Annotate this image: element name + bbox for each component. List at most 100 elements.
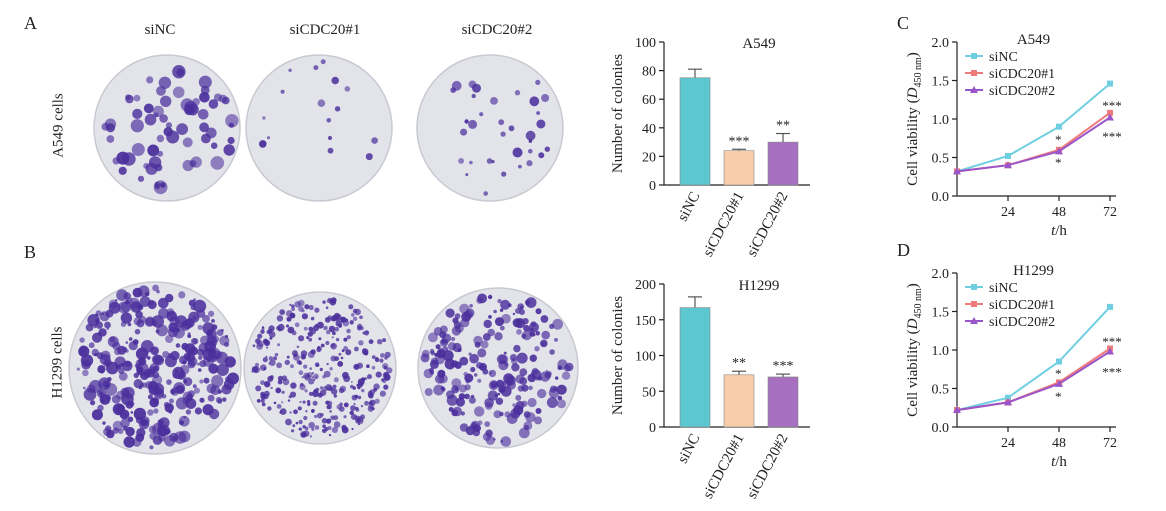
colony xyxy=(374,398,380,404)
colony xyxy=(536,111,540,115)
colony xyxy=(526,160,533,167)
colony xyxy=(535,308,542,315)
colony xyxy=(364,400,369,406)
colony xyxy=(101,312,105,316)
colony xyxy=(276,315,284,322)
colony xyxy=(433,384,445,396)
colony xyxy=(454,313,461,319)
colony xyxy=(116,289,128,301)
colony xyxy=(301,376,304,379)
colony xyxy=(371,365,376,370)
colony xyxy=(325,340,330,346)
colony xyxy=(157,434,166,442)
colony xyxy=(292,350,298,357)
colony xyxy=(171,328,174,332)
dish-h1299-sicdc20-1 xyxy=(243,291,397,445)
colony xyxy=(143,103,154,114)
colony xyxy=(185,409,192,415)
colony xyxy=(322,424,326,429)
colony xyxy=(531,367,539,375)
colony xyxy=(291,307,295,311)
colony xyxy=(157,425,168,437)
data-point xyxy=(1056,358,1062,365)
colony xyxy=(176,123,189,135)
colony xyxy=(269,375,274,380)
colony xyxy=(331,426,338,433)
colony xyxy=(452,406,463,417)
colony xyxy=(216,329,224,336)
colony xyxy=(172,366,185,380)
colony xyxy=(511,363,520,372)
colony xyxy=(303,364,308,369)
colony xyxy=(331,76,340,85)
colony xyxy=(352,316,358,321)
dish-h1299-sinc xyxy=(68,281,242,455)
x-tick-label: 24 xyxy=(1001,205,1015,220)
colony xyxy=(383,384,389,390)
colony xyxy=(327,404,333,410)
y-axis-label: Cell viability (D450 nm) xyxy=(905,52,924,186)
colony xyxy=(101,122,110,131)
colony xyxy=(445,308,455,318)
colony xyxy=(224,356,236,368)
colony xyxy=(147,380,158,391)
colony xyxy=(366,364,370,369)
colony xyxy=(223,379,235,390)
colony xyxy=(313,65,319,71)
colony xyxy=(435,374,445,384)
colony xyxy=(333,421,341,428)
colony xyxy=(500,299,511,310)
y-tick-label: 40 xyxy=(642,122,656,137)
colony xyxy=(500,440,504,443)
colony xyxy=(465,173,469,177)
colony xyxy=(274,353,279,357)
significance-label: * xyxy=(1055,132,1062,147)
colony xyxy=(549,349,555,355)
colony xyxy=(348,304,354,310)
colony xyxy=(312,390,319,398)
colony xyxy=(509,354,518,362)
colony xyxy=(312,400,318,406)
colony xyxy=(529,96,540,107)
colony xyxy=(454,361,462,369)
colony xyxy=(493,410,502,419)
photo-header-sicdc20-1: siCDC20#1 xyxy=(289,22,361,38)
colony xyxy=(308,421,316,429)
colony xyxy=(344,86,351,92)
colony xyxy=(127,322,132,327)
colony xyxy=(163,127,173,137)
colony xyxy=(301,313,308,320)
colony xyxy=(156,134,165,143)
colony xyxy=(286,324,289,328)
colony xyxy=(208,363,219,374)
colony xyxy=(338,352,342,356)
colony xyxy=(149,397,159,408)
colony xyxy=(540,315,549,323)
legend-label: siNC xyxy=(989,281,1018,296)
colony xyxy=(323,370,331,378)
colony xyxy=(284,359,290,366)
colony xyxy=(479,112,484,117)
colony xyxy=(276,404,282,409)
x-tick-label: 72 xyxy=(1103,205,1117,220)
colony xyxy=(339,406,345,412)
significance-label: *** xyxy=(1102,334,1122,349)
colony xyxy=(118,367,125,375)
dish-plate xyxy=(417,287,579,449)
colony xyxy=(199,379,204,384)
colony xyxy=(451,336,456,342)
colony xyxy=(469,160,473,165)
colony xyxy=(104,321,111,329)
legend-label: siCDC20#2 xyxy=(989,84,1055,99)
colony xyxy=(153,365,159,372)
colony xyxy=(263,367,267,370)
colony xyxy=(430,351,435,356)
colony xyxy=(561,371,571,380)
colony xyxy=(298,306,304,312)
colony xyxy=(536,119,546,129)
colony xyxy=(316,347,322,353)
colony xyxy=(478,365,483,369)
colony xyxy=(346,335,351,340)
colony xyxy=(197,362,200,366)
